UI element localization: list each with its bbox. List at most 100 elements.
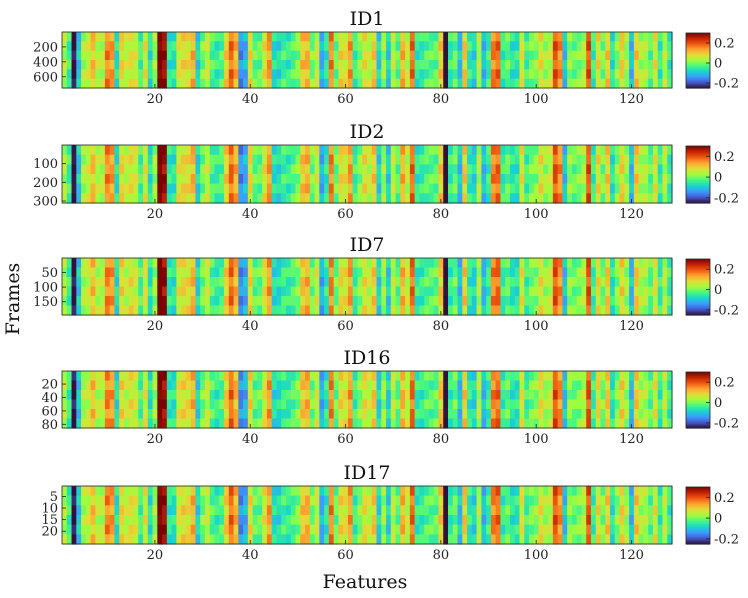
heatmap-cell — [285, 193, 292, 204]
heatmap-cell — [281, 145, 287, 156]
heatmap-cell — [95, 286, 101, 297]
heatmap-cell — [224, 296, 230, 307]
heatmap-cell — [71, 380, 77, 391]
heatmap-cell — [200, 145, 206, 156]
heatmap-cell — [457, 524, 463, 535]
heatmap-cell — [314, 371, 320, 382]
heatmap-cell — [481, 78, 487, 89]
heatmap-cell — [467, 486, 473, 497]
heatmap-cell — [143, 183, 149, 194]
heatmap-cell — [405, 145, 411, 156]
heatmap-cell — [81, 41, 87, 52]
heatmap-cell — [481, 305, 487, 316]
heatmap-cell — [533, 145, 540, 156]
heatmap-cell — [576, 32, 583, 42]
heatmap-cell — [376, 380, 382, 391]
heatmap-cell — [424, 174, 430, 185]
heatmap-cell — [567, 154, 573, 165]
heatmap-cell — [529, 296, 535, 307]
x-tick-label: 20 — [147, 432, 164, 447]
heatmap-cell — [252, 183, 258, 194]
heatmap-cell — [214, 380, 220, 391]
heatmap-cell — [252, 50, 258, 61]
heatmap-cell — [109, 69, 116, 80]
heatmap-cell — [357, 258, 363, 269]
heatmap-cell — [309, 69, 316, 80]
heatmap-cell — [343, 41, 349, 52]
heatmap-cell — [357, 183, 363, 194]
heatmap-cell — [367, 267, 373, 278]
heatmap-cell — [462, 78, 468, 89]
heatmap-cell — [309, 193, 316, 204]
heatmap-cell — [95, 145, 101, 156]
heatmap-cell — [548, 145, 554, 156]
x-tick-label: 40 — [242, 548, 259, 563]
heatmap-cell — [166, 534, 173, 545]
heatmap-cell — [257, 164, 263, 175]
heatmap-cell — [600, 305, 606, 316]
heatmap-cell — [100, 60, 106, 70]
heatmap-cell — [409, 380, 416, 391]
heatmap-cell — [176, 524, 182, 535]
heatmap-cell — [495, 409, 502, 420]
heatmap-cell — [224, 390, 230, 401]
heatmap-cell — [185, 41, 192, 52]
heatmap-cell — [119, 193, 125, 204]
heatmap-cell — [300, 296, 306, 307]
heatmap-cell — [390, 50, 397, 61]
heatmap-cell — [176, 258, 182, 269]
heatmap-cell — [100, 418, 106, 429]
heatmap-cell — [376, 145, 382, 156]
heatmap-cell — [367, 258, 373, 269]
heatmap-cell — [228, 164, 235, 175]
heatmap-cell — [185, 174, 192, 185]
heatmap-cell — [195, 145, 201, 156]
heatmap-cell — [128, 305, 135, 316]
heatmap-cell — [400, 390, 406, 401]
heatmap-cell — [667, 524, 673, 535]
heatmap-cell — [428, 50, 435, 61]
heatmap-cell — [171, 505, 177, 516]
heatmap-cell — [424, 164, 430, 175]
colorbar-segment — [686, 201, 710, 204]
heatmap-cell — [495, 50, 502, 61]
colorbar-segment — [686, 535, 710, 538]
heatmap-cell — [143, 418, 149, 429]
heatmap-cell — [362, 296, 368, 307]
heatmap-cell — [109, 515, 116, 526]
heatmap-cell — [166, 145, 173, 156]
heatmap-cell — [219, 505, 225, 516]
heatmap-cell — [209, 390, 216, 401]
colorbar-segment — [686, 45, 710, 48]
heatmap-cell — [657, 193, 664, 204]
heatmap-cell — [476, 495, 482, 506]
heatmap-cell — [290, 515, 297, 526]
heatmap-cell — [633, 286, 640, 297]
heatmap-cell — [114, 305, 120, 316]
colorbar-segment — [686, 425, 710, 428]
heatmap-cell — [633, 409, 640, 420]
heatmap-cell — [233, 371, 239, 382]
colorbar-segment — [686, 194, 710, 197]
heatmap-cell — [443, 505, 449, 516]
heatmap-cell — [209, 286, 216, 297]
heatmap-cell — [519, 505, 525, 516]
heatmap-cell — [576, 60, 583, 70]
heatmap-cell — [90, 486, 96, 497]
heatmap-cell — [290, 145, 297, 156]
heatmap-cell — [266, 277, 273, 288]
heatmap-cell — [243, 399, 249, 410]
heatmap-cell — [104, 380, 111, 391]
heatmap-cell — [66, 296, 73, 307]
colorbar-segment — [686, 308, 710, 310]
y-tick-label: 100 — [33, 281, 58, 296]
heatmap-cell — [166, 390, 173, 401]
heatmap-cell — [624, 69, 630, 80]
heatmap-cell — [495, 60, 502, 70]
heatmap-cell — [371, 193, 378, 204]
heatmap-cell — [62, 486, 68, 497]
heatmap-cell — [643, 50, 649, 61]
heatmap-cell — [567, 371, 573, 382]
